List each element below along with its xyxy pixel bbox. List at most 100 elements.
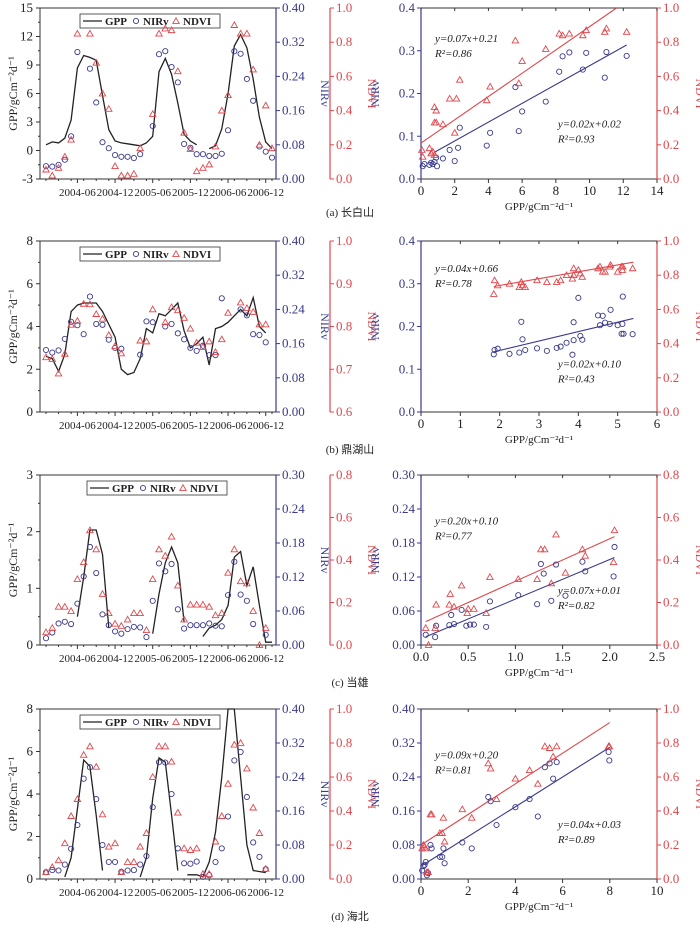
nirv-point — [237, 50, 244, 57]
ndvi-point — [155, 742, 163, 750]
x-tick-label: 8 — [553, 183, 560, 198]
y-tick-label: -3 — [22, 171, 33, 186]
nirv-point — [556, 68, 563, 75]
ndvi-point — [198, 342, 207, 350]
legend-nirv-label: NIRv — [143, 16, 169, 28]
ndvi-point — [464, 604, 473, 612]
nirv-point — [49, 349, 56, 356]
r2-ndvi: R²=0.81 — [434, 764, 472, 776]
ndvi-point — [484, 759, 493, 767]
y-tick-label: 0.2 — [399, 86, 415, 101]
ndvi-point — [424, 640, 433, 648]
nirv-point — [130, 867, 137, 874]
nirv-point — [231, 48, 238, 55]
nirv-point — [419, 867, 426, 874]
x-axis-label: GPP/gCm⁻²d⁻¹ — [505, 201, 573, 213]
axis-label: NIRv — [368, 781, 382, 808]
nirv-point — [594, 312, 602, 319]
y2-tick-label: 1.0 — [663, 0, 679, 15]
ndvi-point — [432, 118, 441, 126]
y-tick-label: 0.0 — [399, 171, 415, 186]
x-axis-label: GPP/gCm⁻²d⁻¹ — [505, 667, 573, 679]
axis-label: GPP/gCm⁻²d⁻¹ — [6, 522, 20, 597]
ndvi-point — [67, 811, 76, 819]
equation-ndvi: y=0.04x+0.66 — [434, 263, 499, 275]
y3-tick-label: 0.0 — [336, 637, 352, 652]
y2-tick-label: 0.12 — [282, 569, 305, 584]
ndvi-point — [48, 354, 57, 362]
ndvi-point — [565, 29, 574, 37]
nirv-point — [250, 97, 257, 104]
ndvi-point — [60, 839, 69, 847]
y2-tick-label: 0.8 — [663, 735, 679, 750]
nirv-point — [569, 351, 576, 358]
nirv-point — [99, 611, 106, 618]
nirv-point — [42, 635, 50, 642]
nirv-point — [187, 344, 194, 351]
y-tick-label: 0.1 — [399, 361, 415, 376]
ndvi-point — [561, 568, 570, 576]
nirv-point — [80, 331, 87, 338]
nirv-point — [206, 352, 213, 359]
nirv-point — [68, 620, 75, 628]
ndvi-point — [569, 264, 578, 272]
axis-label: NIRv — [368, 80, 382, 107]
y2-tick-label: 0.08 — [282, 370, 305, 385]
nirv-point — [534, 813, 541, 820]
nirv-point — [606, 320, 613, 327]
x-tick-label: 8 — [607, 883, 614, 898]
nirv-point — [570, 337, 577, 344]
nirv-point — [427, 841, 434, 849]
x-tick-label: 0 — [418, 416, 425, 431]
nirv-point — [553, 344, 560, 351]
y-tick-label: 2 — [27, 829, 34, 844]
ndvi-point — [511, 36, 520, 44]
ndvi-point — [42, 868, 50, 876]
ndvi-point — [111, 342, 120, 350]
ndvi-point — [249, 307, 258, 315]
y2-tick-label: 0.4 — [663, 103, 680, 118]
y2-tick-label: 0.6 — [663, 301, 680, 316]
ndvi-point — [224, 779, 233, 787]
ndvi-point — [618, 262, 627, 270]
ndvi-point — [123, 857, 132, 865]
y2-tick-label: 0.4 — [663, 336, 680, 351]
y2-tick-label: 0.40 — [282, 701, 305, 716]
nirv-point — [218, 623, 225, 630]
equation-ndvi: y=0.20x+0.10 — [434, 515, 499, 527]
y3-tick-label: 1.0 — [336, 0, 352, 15]
y-tick-label: 3 — [27, 114, 34, 129]
x-tick-label: 2005-06 — [134, 887, 171, 899]
ndvi-point — [42, 628, 50, 636]
y-tick-label: 0.0 — [399, 404, 415, 419]
ndvi-point — [180, 128, 189, 136]
nirv-point — [206, 152, 213, 159]
ndvi-point — [605, 262, 614, 270]
x-tick-label: 6 — [559, 883, 566, 898]
ndvi-point — [186, 144, 195, 152]
nirv-point — [455, 144, 462, 151]
ndvi-point — [42, 165, 50, 173]
ndvi-point — [173, 581, 182, 589]
nirv-point — [250, 331, 257, 338]
nirv-point — [605, 748, 612, 755]
ndvi-point — [452, 94, 461, 102]
ndvi-point — [73, 316, 82, 324]
ndvi-point — [424, 868, 433, 876]
ndvi-point — [180, 313, 189, 321]
r2-ndvi: R²=0.78 — [434, 278, 472, 290]
legend-box — [86, 480, 228, 496]
x-tick-label: 2 — [496, 416, 503, 431]
r2-nirv: R²=0.93 — [557, 134, 595, 146]
ndvi-point — [186, 600, 195, 608]
nirv-point — [74, 600, 81, 607]
x-axis-label: GPP/gCm⁻²d⁻¹ — [505, 434, 573, 446]
legend-gpp-label: GPP — [105, 249, 127, 261]
y3-tick-label: 0.2 — [336, 595, 352, 610]
nirv-point — [606, 757, 613, 764]
nirv-point — [611, 543, 618, 551]
nirv-point — [543, 347, 550, 354]
ndvi-point — [92, 58, 101, 66]
ndvi-point — [123, 615, 132, 623]
ndvi-point — [217, 811, 226, 819]
